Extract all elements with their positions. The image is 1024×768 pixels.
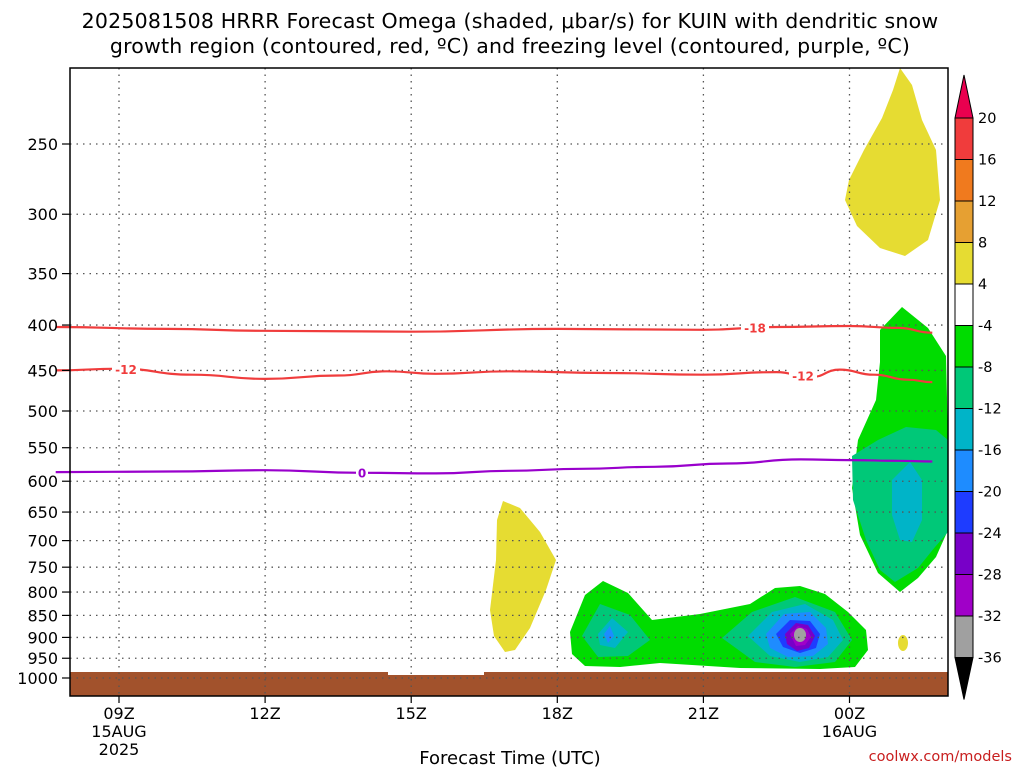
y-tick-label: 850: [27, 606, 58, 625]
y-tick-label: 1000: [17, 669, 58, 688]
grid-lines: [70, 68, 948, 696]
colorbar-swatch: [954, 200, 974, 243]
contour-label: -12: [792, 370, 814, 384]
colorbar-label: 16: [978, 153, 996, 169]
colorbar-swatch: [954, 408, 974, 451]
colorbar-swatch: [954, 117, 974, 160]
omega-positive-mid-blob: [490, 501, 556, 652]
y-tick-label: 900: [27, 628, 58, 647]
omega-lower-gray-core: [794, 628, 806, 642]
x-tick-date: 15AUG: [91, 722, 146, 741]
x-tick-label: 18Z: [542, 704, 573, 723]
plot-frame: [69, 67, 949, 697]
y-tick-label: 650: [27, 503, 58, 522]
y-tick-label: 450: [27, 361, 58, 380]
colorbar-swatch: [954, 283, 974, 326]
colorbar-label: -4: [978, 319, 992, 335]
omega-lower-light-blue: [604, 612, 828, 657]
colorbar: 20 16 12 8 4 -4 -8 -12 -16 -20 -24 -28 -32 -36: [954, 74, 1002, 700]
terrain-ground: [70, 672, 948, 696]
colorbar-label: 20: [978, 111, 996, 127]
x-tick-label: 15Z: [396, 704, 427, 723]
x-tick-label: 21Z: [688, 704, 719, 723]
colorbar-label: -20: [978, 485, 1002, 501]
contour-label-bg: [741, 320, 769, 335]
colorbar-swatch: [954, 532, 974, 575]
omega-positive-upper-blob: [845, 68, 940, 256]
y-tick-label: 700: [27, 532, 58, 551]
contour-label-bg: [789, 369, 817, 384]
colorbar-swatch: [954, 242, 974, 285]
chart-title-line-2: growth region (contoured, red, ºC) and f…: [110, 34, 910, 58]
y-axis: 250 300 350 400 450 500 550 600 650 700 750 800 850 9…: [17, 135, 70, 688]
colorbar-bottom-arrow: [954, 657, 974, 700]
contour-lines: -18 -12 -12 0: [55, 320, 933, 480]
colorbar-swatch: [954, 159, 974, 202]
y-tick-label: 550: [27, 439, 58, 458]
colorbar-label: -32: [978, 609, 1002, 625]
y-tick-label: 950: [27, 649, 58, 668]
y-tick-label: 350: [27, 265, 58, 284]
colorbar-swatch: [954, 366, 974, 409]
colorbar-label: -28: [978, 568, 1002, 584]
contour-label: 0: [358, 466, 366, 480]
omega-right-cyan: [892, 462, 922, 542]
colorbar-label: -24: [978, 526, 1002, 542]
colorbar-swatch: [954, 449, 974, 492]
terrain-surface-notch: [388, 672, 484, 675]
x-tick-label: 09Z: [103, 704, 134, 723]
credit-text: coolwx.com/models: [869, 749, 1012, 765]
y-tick-label: 750: [27, 558, 58, 577]
x-tick-date: 16AUG: [822, 722, 877, 741]
y-tick-label: 300: [27, 205, 58, 224]
colorbar-swatch: [954, 574, 974, 617]
colorbar-swatch: [954, 491, 974, 534]
contour-label: -18: [744, 321, 766, 335]
x-tick-label: 12Z: [249, 704, 280, 723]
y-tick-label: 800: [27, 583, 58, 602]
contour-label: -12: [115, 363, 137, 377]
chart-title-line-1: 2025081508 HRRR Forecast Omega (shaded, …: [82, 9, 939, 33]
colorbar-label: 4: [978, 277, 987, 293]
x-tick-label: 00Z: [834, 704, 865, 723]
colorbar-label: 12: [978, 194, 996, 210]
contour-line-m18: [55, 324, 933, 334]
colorbar-label: -36: [978, 651, 1002, 667]
omega-positive-small-dot: [898, 635, 908, 651]
contour-label-bg: [112, 362, 140, 377]
y-tick-label: 500: [27, 402, 58, 421]
x-axis-title: Forecast Time (UTC): [419, 748, 600, 768]
y-tick-label: 250: [27, 135, 58, 154]
plot-area: -18 -12 -12 0: [55, 67, 949, 697]
colorbar-label: -16: [978, 443, 1002, 459]
y-tick-label: 600: [27, 472, 58, 491]
colorbar-top-arrow: [954, 74, 974, 119]
colorbar-label: -12: [978, 402, 1002, 418]
colorbar-label: -8: [978, 360, 992, 376]
colorbar-swatch: [954, 615, 974, 658]
y-tick-label: 400: [27, 316, 58, 335]
colorbar-swatch: [954, 325, 974, 368]
contour-label-bg: [356, 465, 368, 480]
x-tick-year: 2025: [99, 740, 140, 759]
contour-line-0: [55, 458, 933, 475]
contour-line-m12: [55, 367, 933, 384]
colorbar-label: 8: [978, 236, 987, 252]
